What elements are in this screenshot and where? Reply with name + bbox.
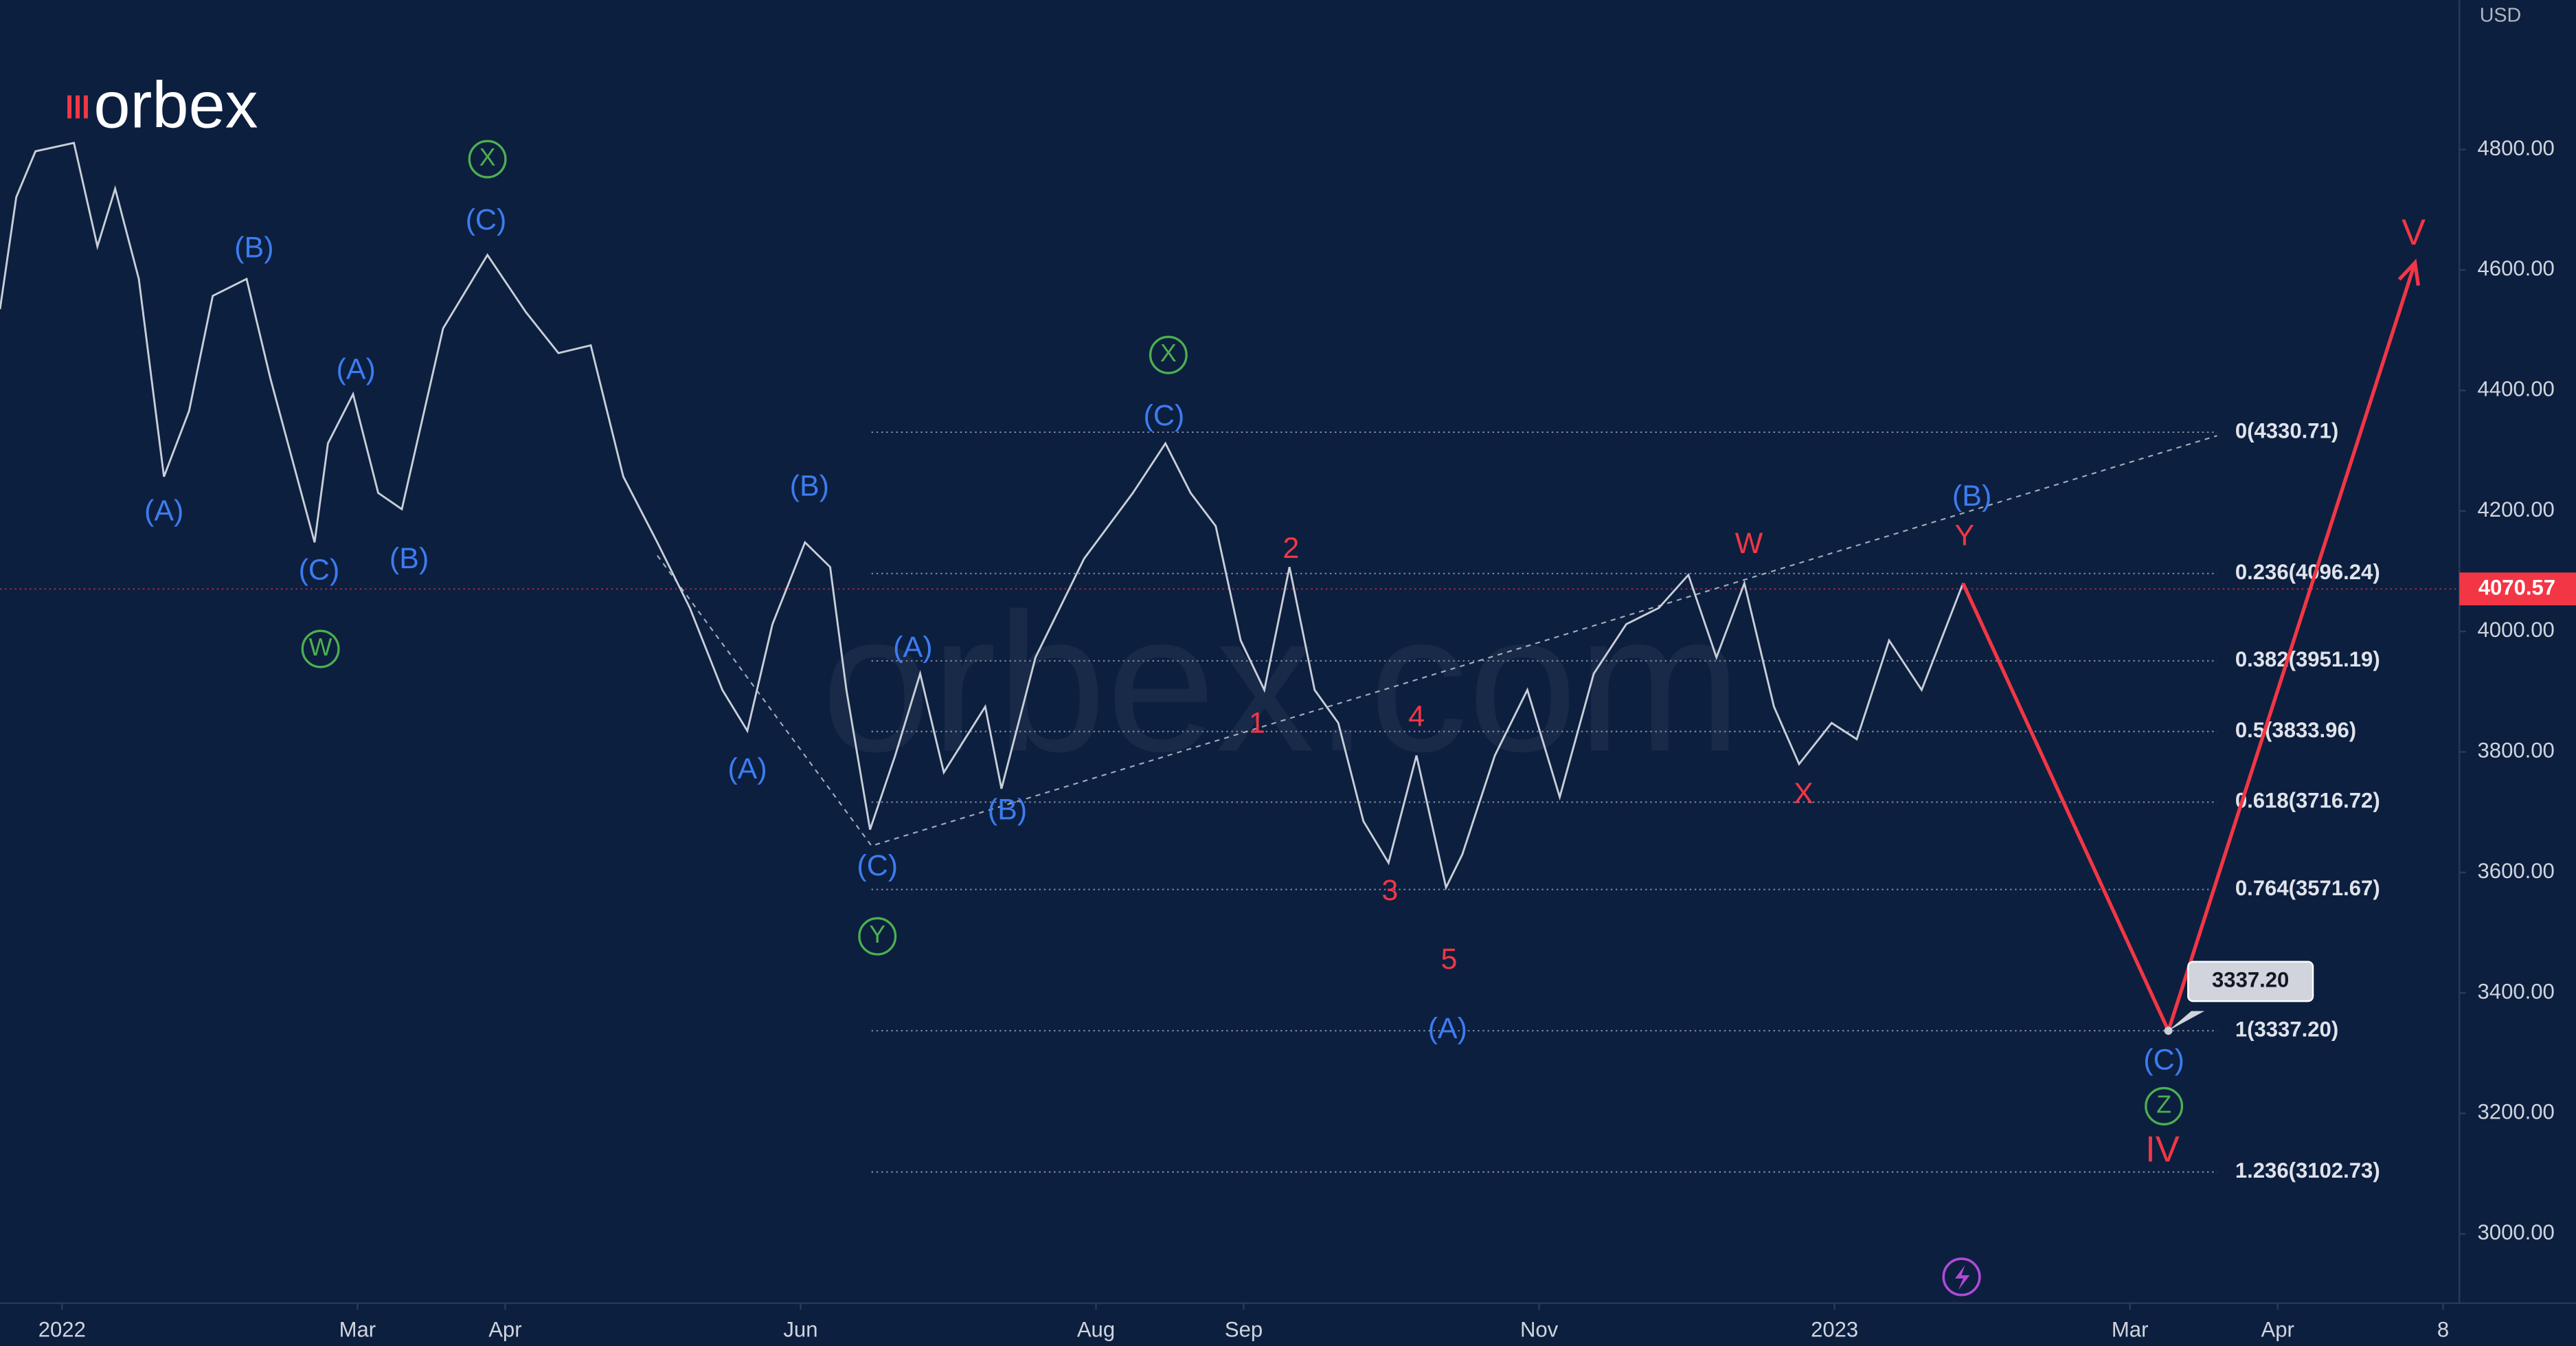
- fib-label: 0.618(3716.72): [2235, 789, 2380, 813]
- fib-label: 1.236(3102.73): [2235, 1158, 2380, 1182]
- y-tick-label: 4800.00: [2478, 136, 2555, 160]
- lightning-icon: [1942, 1257, 1981, 1297]
- currency: USD: [2480, 5, 2522, 27]
- wave-label: W: [309, 633, 332, 661]
- wave-label: (B): [988, 794, 1027, 827]
- last-price-label: 4070.57: [2478, 575, 2555, 599]
- callout-box: [2187, 961, 2314, 1002]
- fib-label: 1(3337.20): [2235, 1017, 2338, 1041]
- wave-label: IV: [2145, 1129, 2180, 1169]
- y-tick-label: 4400.00: [2478, 377, 2555, 401]
- icon-bolt: [1954, 1265, 1970, 1290]
- wave-label: (A): [337, 353, 376, 386]
- wave-label: (B): [389, 542, 429, 575]
- y-tick-label: 3400.00: [2478, 979, 2555, 1003]
- wave-circle: [858, 917, 897, 956]
- wave-label: Y: [1955, 519, 1975, 552]
- wave-label: (B): [1952, 480, 1991, 513]
- fib-label: 0.764(3571.67): [2235, 876, 2380, 900]
- logo-bar: [83, 95, 88, 119]
- brand: orbex: [93, 69, 258, 142]
- x-tick-label: Apr: [488, 1318, 521, 1342]
- wave-circle: [2145, 1086, 2184, 1125]
- x-tick-label: 8: [2437, 1318, 2449, 1342]
- x-tick-label: Nov: [1520, 1318, 1559, 1342]
- wave-label: 4: [1408, 700, 1425, 733]
- wave-circle: [301, 629, 340, 669]
- wave-label: 2: [1283, 532, 1299, 565]
- y-tick-label: 3200.00: [2478, 1100, 2555, 1124]
- y-tick-label: 4600.00: [2478, 256, 2555, 280]
- callout-label: 3337.20: [2212, 968, 2289, 992]
- fib-label: 0.5(3833.96): [2235, 718, 2356, 742]
- y-tick-label: 3800.00: [2478, 739, 2555, 763]
- logo-bar: [76, 95, 80, 119]
- y-tick-label: 4000.00: [2478, 618, 2555, 642]
- last-price-box: [2459, 572, 2576, 606]
- x-tick-label: Jun: [783, 1318, 817, 1342]
- wave-label: X: [1160, 339, 1177, 367]
- x-tick-label: Mar: [2112, 1318, 2149, 1342]
- x-tick-label: 2022: [38, 1318, 86, 1342]
- wave-circle: [1149, 335, 1188, 374]
- logo-bar: [67, 95, 72, 119]
- wave-label: W: [1735, 527, 1763, 560]
- wave-label: (A): [1428, 1012, 1467, 1045]
- y-tick-label: 3600.00: [2478, 859, 2555, 883]
- wave-label: X: [479, 144, 496, 171]
- wave-label: Z: [2156, 1090, 2171, 1118]
- wave-label: (B): [790, 470, 829, 503]
- arrow-head: [2397, 258, 2421, 286]
- wave-label: V: [2402, 212, 2426, 253]
- y-tick-label: 4200.00: [2478, 497, 2555, 521]
- wave-circle: [468, 139, 507, 179]
- fib-label: 0.382(3951.19): [2235, 647, 2380, 671]
- wave-label: (C): [1144, 399, 1185, 432]
- wave-label: (C): [299, 554, 340, 587]
- wave-label: X: [1794, 777, 1814, 810]
- logo: orbex: [67, 69, 258, 142]
- x-tick-label: Aug: [1077, 1318, 1115, 1342]
- y-tick-label: 3000.00: [2478, 1220, 2555, 1244]
- x-tick-label: 2023: [1811, 1318, 1858, 1342]
- wave-label: 1: [1249, 706, 1265, 739]
- wave-label: (A): [893, 631, 932, 664]
- icon-ring: [1942, 1257, 1981, 1297]
- fib-label: 0.236(4096.24): [2235, 560, 2380, 584]
- wave-label: (C): [466, 203, 507, 236]
- price-line: [0, 142, 1965, 890]
- wave-label: (B): [234, 232, 273, 265]
- wave-label: (A): [144, 495, 183, 528]
- wave-label: (C): [2143, 1043, 2184, 1076]
- trend-line: [657, 435, 2217, 847]
- wave-label: (A): [727, 752, 767, 785]
- x-tick-label: Sep: [1225, 1318, 1263, 1342]
- fib-label: 0(4330.71): [2235, 418, 2338, 442]
- x-tick-label: Mar: [339, 1318, 376, 1342]
- wave-label: (C): [857, 849, 898, 882]
- wave-label: Y: [869, 921, 885, 948]
- wave-label: 3: [1381, 874, 1398, 907]
- x-tick-label: Apr: [2261, 1318, 2294, 1342]
- wave-label: 5: [1440, 943, 1457, 976]
